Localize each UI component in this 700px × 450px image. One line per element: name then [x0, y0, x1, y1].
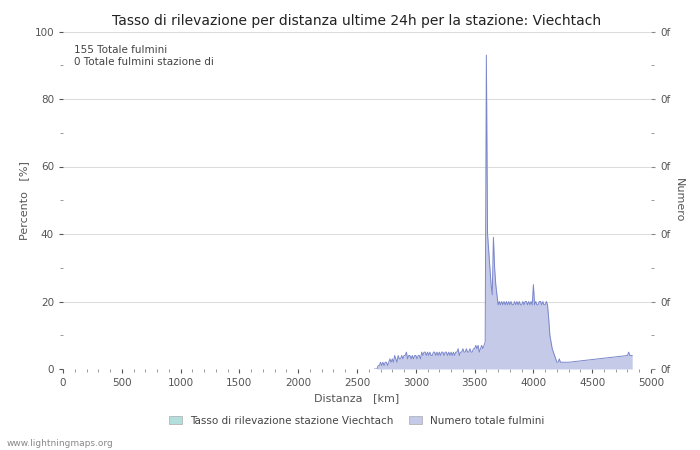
Legend: Tasso di rilevazione stazione Viechtach, Numero totale fulmini: Tasso di rilevazione stazione Viechtach,… [165, 411, 549, 430]
Text: www.lightningmaps.org: www.lightningmaps.org [7, 439, 113, 448]
Y-axis label: Numero: Numero [674, 178, 684, 222]
Title: Tasso di rilevazione per distanza ultime 24h per la stazione: Viechtach: Tasso di rilevazione per distanza ultime… [113, 14, 601, 27]
Y-axis label: Percento   [%]: Percento [%] [19, 161, 29, 240]
Text: 155 Totale fulmini
0 Totale fulmini stazione di: 155 Totale fulmini 0 Totale fulmini staz… [74, 45, 214, 67]
X-axis label: Distanza   [km]: Distanza [km] [314, 394, 400, 404]
